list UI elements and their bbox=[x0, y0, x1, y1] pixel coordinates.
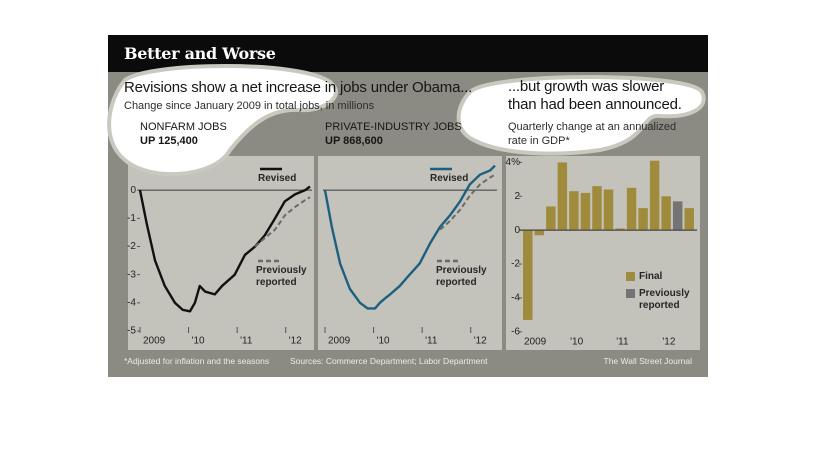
bar bbox=[592, 186, 602, 231]
x-tick-label: 2009 bbox=[143, 336, 166, 347]
headline: Revisions show a net increase in jobs un… bbox=[124, 79, 473, 96]
bar bbox=[661, 196, 671, 231]
x-tick-label: '12 bbox=[662, 336, 675, 347]
legend-label: Previously reported bbox=[639, 288, 690, 311]
header-title: Better and Worse bbox=[124, 44, 276, 63]
bar bbox=[523, 230, 533, 320]
y-tick-label: -2 bbox=[511, 259, 520, 270]
legend-label: Revised bbox=[258, 173, 297, 184]
bar bbox=[638, 208, 648, 231]
y-tick-label: 0 bbox=[514, 225, 520, 236]
line-series bbox=[439, 173, 496, 231]
bar bbox=[569, 191, 579, 231]
chart-subtitle: UP 868,600 bbox=[325, 135, 383, 147]
highlight bbox=[107, 64, 338, 177]
footnote: *Adjusted for inflation and the seasons bbox=[124, 356, 270, 366]
line-series bbox=[323, 164, 496, 310]
y-tick-label: 4% bbox=[506, 157, 521, 168]
y-tick-label: -5 bbox=[127, 326, 136, 337]
bar bbox=[626, 187, 637, 231]
panel bbox=[318, 156, 502, 350]
x-tick-label: '10 bbox=[192, 336, 205, 347]
bar bbox=[580, 192, 591, 231]
x-tick-label: 2009 bbox=[524, 336, 547, 347]
x-tick-label: 2009 bbox=[328, 336, 351, 347]
x-tick-label: '11 bbox=[240, 336, 253, 347]
legend-label: Revised bbox=[430, 173, 469, 184]
legend-label: Previously reported bbox=[256, 265, 307, 288]
x-tick-label: '10 bbox=[570, 336, 583, 347]
bar bbox=[603, 189, 614, 231]
chart-subtitle: Quarterly change at an annualized rate i… bbox=[508, 121, 677, 147]
x-tick-label: '11 bbox=[425, 336, 438, 347]
chart-subtitle: UP 125,400 bbox=[140, 135, 198, 147]
chart-title: NONFARM JOBS bbox=[140, 121, 227, 133]
panel bbox=[506, 156, 700, 350]
bar bbox=[534, 230, 545, 236]
x-tick-label: '11 bbox=[616, 336, 629, 347]
chart-title: ...but growth was slower than had been a… bbox=[508, 78, 682, 113]
y-tick-label: -6 bbox=[511, 326, 520, 337]
legend-label: Previously reported bbox=[436, 265, 487, 288]
bar bbox=[649, 160, 660, 231]
line-series bbox=[254, 196, 311, 248]
y-tick-label: -4 bbox=[127, 297, 136, 308]
bar bbox=[615, 228, 625, 231]
y-tick-label: -1 bbox=[127, 213, 136, 224]
sources: Sources: Commerce Department; Labor Depa… bbox=[290, 356, 488, 366]
y-tick-label: -3 bbox=[127, 269, 136, 280]
bar bbox=[557, 162, 568, 231]
line-series bbox=[138, 185, 311, 313]
chart-title: PRIVATE-INDUSTRY JOBS bbox=[325, 121, 462, 133]
bar bbox=[546, 206, 556, 231]
x-tick-label: '12 bbox=[474, 336, 487, 347]
y-tick-label: 0 bbox=[130, 185, 136, 196]
credit: The Wall Street Journal bbox=[603, 356, 693, 366]
panel bbox=[128, 156, 314, 350]
legend-swatch bbox=[626, 289, 635, 298]
subtitle: Change since January 2009 in total jobs,… bbox=[124, 100, 375, 112]
x-tick-label: '12 bbox=[289, 336, 302, 347]
y-tick-label: -4 bbox=[511, 293, 520, 304]
highlight bbox=[456, 75, 706, 156]
legend-label: Final bbox=[639, 271, 663, 282]
x-tick-label: '10 bbox=[377, 336, 390, 347]
bar bbox=[684, 208, 694, 231]
y-tick-label: 2 bbox=[514, 191, 520, 202]
y-tick-label: -2 bbox=[127, 241, 136, 252]
legend-swatch bbox=[626, 272, 635, 281]
bar bbox=[672, 201, 683, 231]
